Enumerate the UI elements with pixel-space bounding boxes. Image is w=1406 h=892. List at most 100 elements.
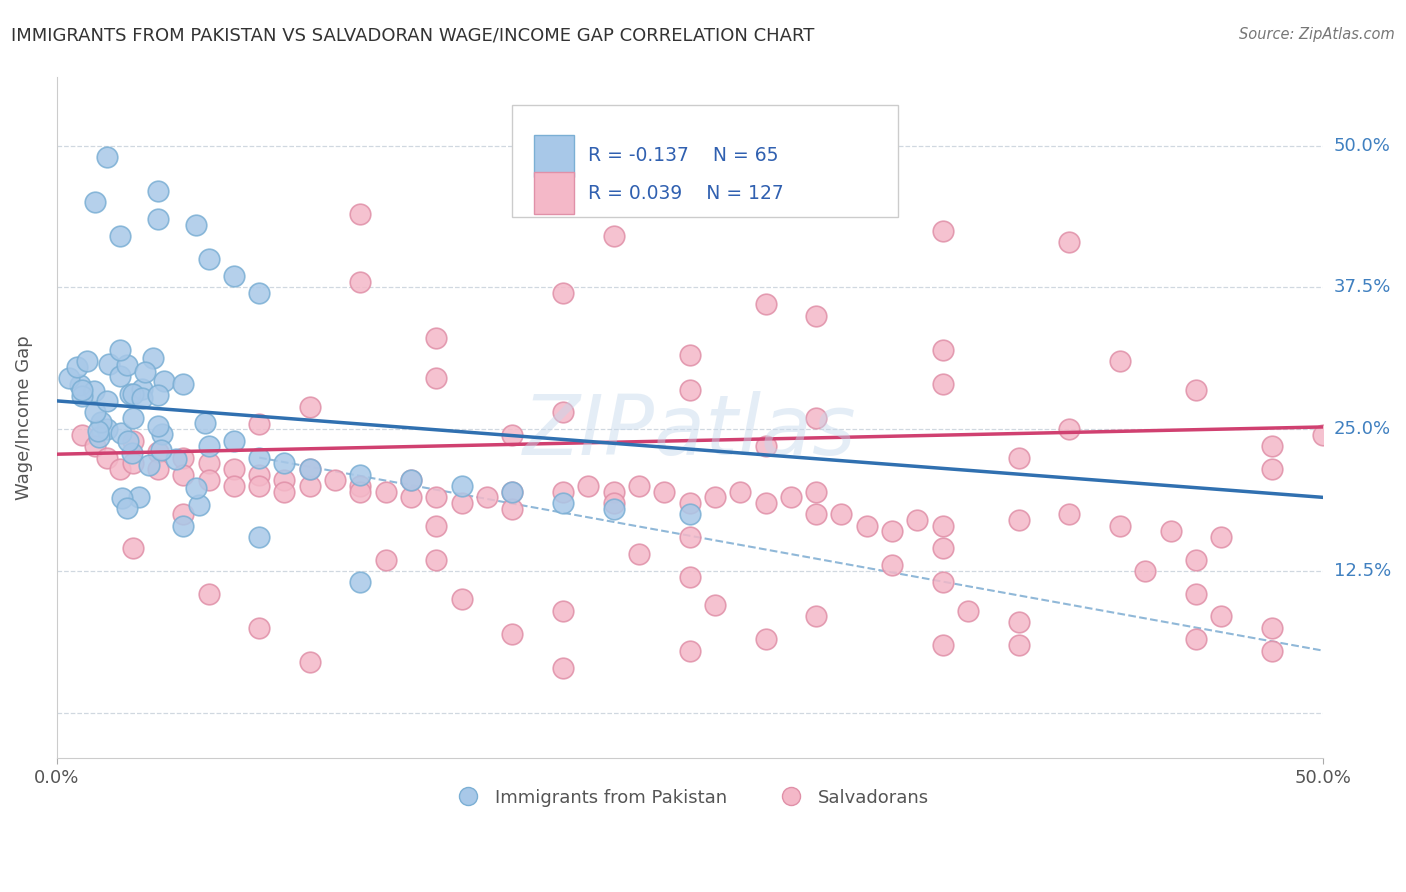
Point	[323, 473, 346, 487]
Point	[273, 484, 295, 499]
Point	[1008, 638, 1031, 652]
Point	[146, 184, 169, 198]
Point	[70, 389, 93, 403]
Point	[374, 553, 396, 567]
Point	[728, 484, 751, 499]
Point	[1135, 564, 1157, 578]
Point	[450, 592, 472, 607]
Point	[1008, 450, 1031, 465]
Point	[120, 386, 142, 401]
Point	[69, 377, 91, 392]
Point	[247, 621, 270, 635]
Point	[1008, 513, 1031, 527]
Point	[678, 570, 700, 584]
Point	[349, 484, 371, 499]
Point	[602, 229, 624, 244]
Point	[932, 575, 955, 590]
Point	[804, 309, 827, 323]
Point	[121, 434, 143, 448]
Point	[152, 427, 174, 442]
Point	[70, 428, 93, 442]
Point	[298, 655, 321, 669]
Point	[399, 491, 422, 505]
Point	[197, 456, 219, 470]
Point	[298, 462, 321, 476]
Point	[247, 417, 270, 431]
Point	[1261, 621, 1284, 635]
Point	[501, 626, 523, 640]
Point	[932, 376, 955, 391]
Point	[374, 484, 396, 499]
Point	[247, 450, 270, 465]
Point	[932, 518, 955, 533]
Point	[399, 473, 422, 487]
Point	[83, 384, 105, 398]
Point	[754, 632, 776, 647]
Point	[932, 638, 955, 652]
Point	[678, 383, 700, 397]
Point	[108, 462, 131, 476]
Point	[197, 252, 219, 266]
Point	[779, 491, 801, 505]
Point	[501, 484, 523, 499]
Point	[115, 501, 138, 516]
Point	[70, 383, 93, 397]
Point	[197, 439, 219, 453]
Text: 37.5%: 37.5%	[1334, 278, 1391, 296]
Point	[222, 268, 245, 283]
Point	[627, 479, 650, 493]
Point	[108, 343, 131, 357]
Point	[121, 445, 143, 459]
Point	[855, 518, 877, 533]
Point	[121, 541, 143, 556]
Point	[399, 473, 422, 487]
Point	[678, 530, 700, 544]
Text: Source: ZipAtlas.com: Source: ZipAtlas.com	[1239, 27, 1395, 42]
Point	[678, 496, 700, 510]
Point	[1160, 524, 1182, 539]
Point	[804, 508, 827, 522]
Point	[131, 383, 153, 397]
Point	[110, 425, 132, 440]
Point	[551, 496, 574, 510]
Point	[932, 541, 955, 556]
Text: 12.5%: 12.5%	[1334, 562, 1391, 580]
Point	[247, 467, 270, 482]
Point	[678, 643, 700, 657]
Point	[551, 405, 574, 419]
Point	[96, 422, 118, 436]
Point	[1008, 615, 1031, 629]
Point	[450, 496, 472, 510]
Point	[298, 400, 321, 414]
Point	[349, 206, 371, 220]
Point	[678, 508, 700, 522]
Text: 50.0%: 50.0%	[1334, 136, 1391, 154]
Point	[131, 391, 153, 405]
Point	[1261, 439, 1284, 453]
Point	[880, 558, 903, 573]
Point	[96, 393, 118, 408]
Point	[121, 410, 143, 425]
Point	[83, 195, 105, 210]
Text: ZIPatlas: ZIPatlas	[523, 391, 856, 472]
Point	[165, 451, 187, 466]
Point	[804, 410, 827, 425]
Point	[1059, 508, 1081, 522]
Point	[146, 418, 169, 433]
Point	[122, 387, 145, 401]
Point	[273, 456, 295, 470]
Point	[754, 297, 776, 311]
Point	[187, 498, 209, 512]
Point	[551, 604, 574, 618]
Point	[501, 428, 523, 442]
Point	[149, 442, 172, 457]
Point	[804, 484, 827, 499]
Point	[551, 484, 574, 499]
Point	[298, 479, 321, 493]
Point	[146, 462, 169, 476]
Point	[1109, 354, 1132, 368]
Point	[298, 462, 321, 476]
Point	[907, 513, 929, 527]
Point	[957, 604, 980, 618]
Point	[349, 479, 371, 493]
